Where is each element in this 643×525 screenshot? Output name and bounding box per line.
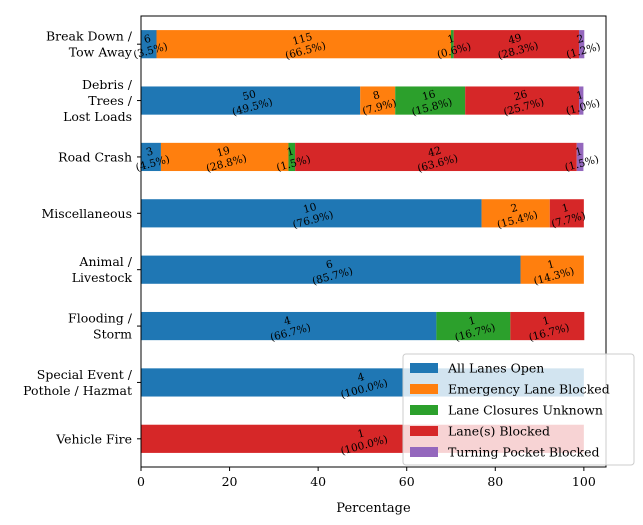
- bar-segment-lane-closures-unknown-2: [288, 142, 296, 172]
- legend-label: Turning Pocket Blocked: [448, 445, 600, 460]
- bar-segment-all-lanes-open-5: [141, 311, 437, 341]
- legend-label: All Lanes Open: [447, 361, 544, 376]
- bar-segment-emergency-lane-blocked-1: [360, 86, 396, 115]
- x-tick-label: 60: [399, 474, 415, 489]
- legend-swatch: [410, 405, 438, 415]
- bar-segment-emergency-lane-blocked-3: [481, 199, 550, 228]
- y-tick-label: Vehicle Fire: [55, 431, 132, 446]
- x-axis-title: Percentage: [336, 501, 411, 516]
- bar-segment-emergency-lane-blocked-4: [520, 255, 584, 284]
- bar-segment-emergency-lane-blocked-2: [160, 142, 289, 172]
- x-tick-label: 0: [137, 474, 145, 489]
- bar-segment-emergency-lane-blocked-0: [156, 30, 451, 59]
- bar-segment-lane-closures-unknown-5: [436, 311, 511, 341]
- legend-swatch: [410, 426, 438, 436]
- bars-layer: [141, 30, 585, 453]
- bar-segment-all-lanes-open-4: [141, 255, 521, 284]
- legend-label: Emergency Lane Blocked: [448, 382, 610, 397]
- bar-segment-lane-closures-unknown-1: [395, 86, 466, 115]
- bar-segment-lane-s-blocked-2: [295, 142, 577, 172]
- legend-box: [402, 353, 635, 466]
- y-tick-label: Miscellaneous: [42, 206, 133, 221]
- y-tick-label: Road Crash: [58, 149, 132, 164]
- y-axis: Break Down / Tow Away Debris / Trees / Lost …: [23, 29, 141, 446]
- legend-swatch: [410, 384, 438, 394]
- bar-segment-all-lanes-open-1: [141, 86, 361, 115]
- x-tick-label: 20: [222, 474, 238, 489]
- x-tick-label: 80: [487, 474, 503, 489]
- x-tick-label: 40: [310, 474, 326, 489]
- bar-segment-lane-s-blocked-3: [549, 199, 584, 228]
- legend-label: Lane(s) Blocked: [448, 424, 550, 439]
- bar-segment-lane-s-blocked-5: [510, 311, 585, 341]
- x-axis: 0 20 40 60 80 100: [137, 467, 596, 489]
- y-tick-label: Debris / Trees / Lost Loads: [63, 77, 133, 124]
- bar-segment-all-lanes-open-2: [141, 142, 161, 172]
- plot-frame: [140, 15, 607, 468]
- bar-segment-turning-pocket-blocked-2: [576, 142, 584, 172]
- bar-segment-turning-pocket-blocked-1: [578, 86, 584, 115]
- x-tick-label: 100: [572, 474, 596, 489]
- legend-swatch: [410, 363, 438, 373]
- bar-segment-lane-s-blocked-1: [465, 86, 579, 115]
- y-tick-label: Animal / Livestock: [72, 254, 133, 285]
- bar-segment-lane-closures-unknown-0: [451, 30, 454, 59]
- y-tick-label: Break Down / Tow Away: [46, 29, 133, 60]
- bar-segment-all-lanes-open-3: [141, 199, 482, 228]
- bar-segment-turning-pocket-blocked-0: [578, 30, 585, 59]
- legend: All Lanes Open Emergency Lane Blocked Lane…: [402, 353, 635, 466]
- bar-segment-all-lanes-open-0: [141, 30, 157, 59]
- bar-segment-lane-s-blocked-0: [453, 30, 579, 59]
- y-tick-label: Special Event / Pothole / Hazmat: [23, 367, 133, 398]
- y-tick-label: Flooding / Storm: [68, 311, 133, 342]
- legend-swatch: [410, 447, 438, 457]
- legend-label: Lane Closures Unknown: [448, 403, 603, 418]
